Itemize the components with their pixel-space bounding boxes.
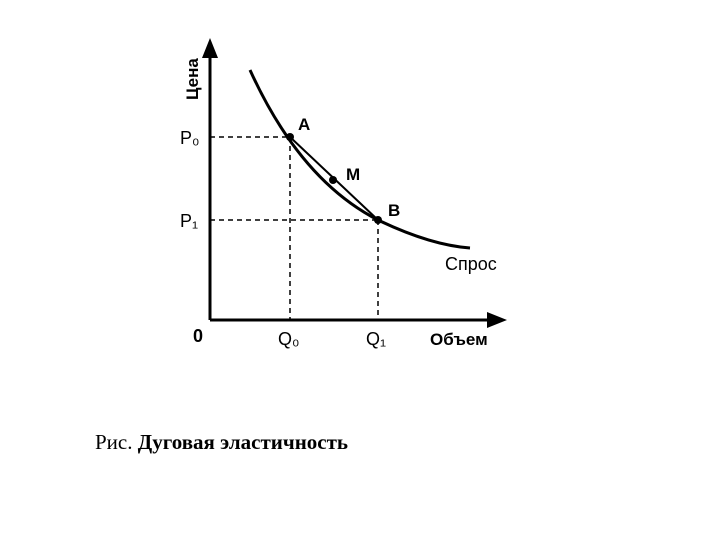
tick-q0: Q₀ (278, 329, 299, 349)
caption-title: Дуговая эластичность (138, 430, 348, 454)
chart-svg: Цена Объем 0 Спрос A M B P₀ P₁ Q₀ Q₁ (160, 30, 520, 370)
tick-q1: Q₁ (366, 329, 386, 349)
point-a (286, 133, 294, 141)
tick-p1: P₁ (180, 211, 198, 231)
tick-p0: P₀ (180, 128, 199, 148)
figure-caption: Рис. Дуговая эластичность (95, 430, 348, 455)
demand-curve (250, 70, 470, 248)
caption-prefix: Рис. (95, 430, 138, 454)
arc-elasticity-chart: Цена Объем 0 Спрос A M B P₀ P₁ Q₀ Q₁ (160, 30, 520, 370)
label-a: A (298, 115, 310, 134)
point-m (329, 176, 337, 184)
origin-label: 0 (193, 326, 203, 346)
curve-label: Спрос (445, 254, 497, 274)
label-b: B (388, 201, 400, 220)
y-axis-arrow (202, 38, 218, 58)
point-b (374, 216, 382, 224)
x-axis-label: Объем (430, 330, 488, 349)
label-m: M (346, 165, 360, 184)
y-axis-label: Цена (183, 58, 202, 100)
x-axis-arrow (487, 312, 507, 328)
